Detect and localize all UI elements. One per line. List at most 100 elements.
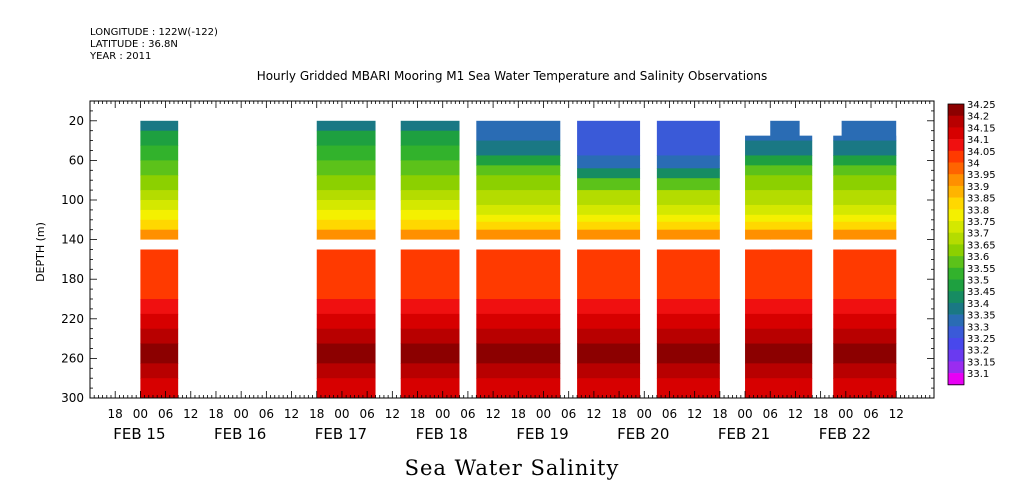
hour-tick-label: 12	[385, 407, 400, 421]
hour-tick-label: 18	[208, 407, 223, 421]
contour-band	[577, 239, 641, 250]
colorbar-swatch	[948, 349, 964, 362]
date-label: FEB 16	[214, 425, 266, 443]
hour-tick-label: 18	[108, 407, 123, 421]
contour-band	[770, 175, 800, 191]
chart-title: Hourly Gridded MBARI Mooring M1 Sea Wate…	[257, 69, 768, 83]
hour-tick-label: 06	[561, 407, 576, 421]
colorbar-swatch	[948, 302, 964, 315]
contour-band	[140, 328, 179, 345]
colorbar-border	[947, 103, 965, 386]
contour-band	[841, 214, 897, 223]
hour-tick-label: 12	[889, 407, 904, 421]
colorbar-level-label: 33.1	[967, 369, 989, 380]
colorbar-level-label: 33.45	[967, 287, 996, 298]
contour-band	[476, 378, 561, 399]
colorbar-swatch	[948, 150, 964, 163]
colorbar-swatch	[948, 115, 964, 128]
colorbar-level-label: 33.15	[967, 357, 996, 368]
colorbar-level-label: 34.25	[967, 100, 996, 111]
contour-band	[770, 343, 800, 364]
colorbar-level-label: 33.7	[967, 229, 989, 240]
colorbar-swatch	[948, 267, 964, 280]
contour-band	[476, 120, 561, 142]
contour-band	[476, 175, 561, 191]
hour-tick-label: 18	[511, 407, 526, 421]
colorbar-level-label: 33.55	[967, 264, 996, 275]
contour-band	[656, 190, 720, 206]
latitude-label: LATITUDE : 36.8N	[90, 39, 178, 50]
depth-tick-label: 100	[61, 193, 84, 207]
contour-band	[400, 190, 460, 201]
contour-band	[577, 299, 641, 315]
contour-band	[577, 328, 641, 345]
contour-band	[400, 328, 460, 345]
colorbar-swatch	[948, 361, 964, 374]
contour-band	[656, 204, 720, 216]
contour-band	[140, 239, 179, 250]
contour-band	[770, 229, 800, 241]
contour-band	[577, 214, 641, 223]
hour-tick-label: 18	[813, 407, 828, 421]
contour-band	[400, 249, 460, 300]
contour-band	[476, 221, 561, 231]
contour-band	[400, 209, 460, 221]
contour-band	[140, 175, 179, 191]
colorbar-swatch	[948, 162, 964, 175]
date-label: FEB 15	[113, 425, 165, 443]
plot-frame	[89, 100, 935, 399]
contour-band	[656, 239, 720, 250]
contour-band	[841, 204, 897, 216]
contour-band	[400, 200, 460, 211]
contour-band	[316, 239, 376, 250]
contour-band	[316, 160, 376, 176]
hour-tick-label: 00	[334, 407, 349, 421]
contour-band	[656, 249, 720, 300]
depth-tick-label: 300	[61, 391, 84, 405]
depth-axis: 20 60 100 140 180 220 260 300	[61, 100, 934, 405]
contour-band	[841, 175, 897, 191]
contour-band	[770, 155, 800, 166]
hour-tick-label: 00	[536, 407, 551, 421]
data-segment	[400, 120, 460, 399]
colorbar-level-label: 33.2	[967, 346, 989, 357]
colorbar-swatch	[948, 127, 964, 140]
date-label: FEB 21	[718, 425, 770, 443]
contour-band	[577, 363, 641, 379]
data-segment	[833, 120, 897, 399]
contour-band	[770, 120, 800, 142]
colorbar-swatch	[948, 314, 964, 327]
contour-band	[316, 130, 376, 147]
contour-band	[476, 343, 561, 364]
date-label: FEB 20	[617, 425, 669, 443]
contour-band	[770, 214, 800, 223]
contour-band	[316, 249, 376, 300]
colorbar-swatch	[948, 185, 964, 198]
contour-band	[841, 328, 897, 345]
contour-band	[577, 249, 641, 300]
contour-band	[770, 299, 800, 315]
depth-tick-label: 260	[61, 351, 84, 365]
contour-band	[476, 313, 561, 330]
contour-band	[316, 313, 376, 330]
colorbar-level-label: 33.95	[967, 170, 996, 181]
date-label: FEB 18	[416, 425, 468, 443]
contour-band	[476, 165, 561, 176]
colorbar-level-label: 34.15	[967, 123, 996, 134]
contour-band	[577, 343, 641, 364]
y-axis-title: DEPTH (m)	[34, 222, 47, 282]
hour-tick-label: 18	[309, 407, 324, 421]
data-segment	[476, 120, 561, 399]
contour-band	[656, 214, 720, 223]
contour-band	[577, 313, 641, 330]
contour-band	[476, 190, 561, 206]
contour-band	[841, 313, 897, 330]
contour-band	[841, 120, 897, 142]
hour-tick-label: 00	[737, 407, 752, 421]
colorbar-level-label: 33.5	[967, 276, 989, 287]
hour-tick-label: 12	[485, 407, 500, 421]
depth-tick-label: 180	[61, 272, 84, 286]
hour-tick-label: 00	[838, 407, 853, 421]
contour-band	[476, 140, 561, 156]
